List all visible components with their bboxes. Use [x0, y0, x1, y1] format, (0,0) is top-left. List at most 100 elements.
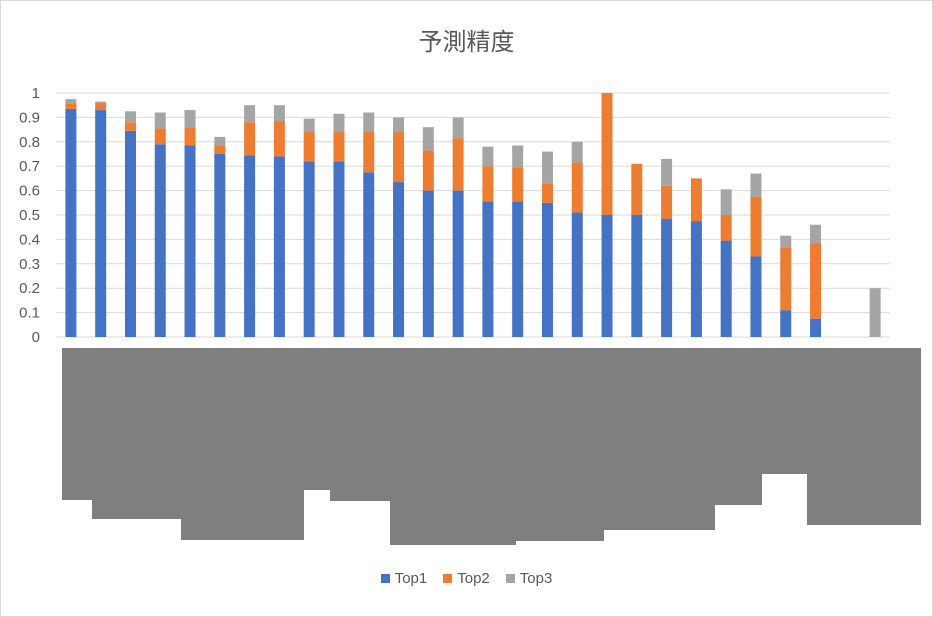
chart-title: 予測精度 — [418, 28, 515, 56]
bar-top3 — [780, 235, 792, 248]
legend-item-top1: Top1 — [380, 570, 428, 587]
x-axis-labels-redacted — [62, 348, 921, 545]
bar-top3 — [750, 173, 762, 197]
bar-top1 — [452, 190, 464, 337]
bar-top1 — [333, 161, 345, 337]
bar-top1 — [273, 156, 285, 337]
bar-top2 — [95, 102, 107, 111]
bar-top2 — [482, 166, 494, 202]
bar-top2 — [184, 127, 196, 146]
bar-top1 — [512, 201, 524, 337]
y-tick-label: 0.3 — [19, 256, 40, 273]
y-tick-label: 0.8 — [19, 134, 40, 151]
bar-top1 — [363, 172, 375, 337]
bar-top3 — [154, 112, 166, 129]
bar-top1 — [95, 110, 107, 337]
bar-top3 — [214, 136, 226, 146]
bar-top1 — [124, 130, 136, 337]
bar-top2 — [363, 132, 375, 173]
bar-top2 — [810, 243, 822, 319]
bar-top2 — [422, 150, 434, 191]
y-tick-label: 0.4 — [19, 231, 40, 248]
bar-top1 — [154, 144, 166, 337]
bar-top1 — [780, 310, 792, 337]
bar-top1 — [690, 221, 702, 337]
y-axis-ticks: 0 0.1 0.2 0.3 0.4 0.5 0.6 0.7 0.8 0.9 1 — [19, 85, 40, 346]
bar-top2 — [690, 178, 702, 222]
bar-top2 — [273, 121, 285, 157]
y-tick-label: 0.7 — [19, 158, 40, 175]
bar-top2 — [393, 132, 405, 183]
bar-top3 — [482, 146, 494, 167]
bar-top3 — [303, 118, 315, 133]
bar-top3 — [810, 224, 822, 244]
bar-top3 — [720, 189, 732, 215]
y-tick-label: 1 — [32, 85, 40, 102]
bar-top1 — [571, 212, 583, 337]
legend-swatch-top3 — [505, 574, 515, 583]
bar-top2 — [661, 185, 673, 219]
bar-top1 — [422, 190, 434, 337]
bar-top1 — [244, 155, 256, 337]
bar-top2 — [452, 138, 464, 191]
bar-top3 — [184, 110, 196, 128]
legend-swatch-top2 — [443, 574, 453, 583]
bar-top1 — [750, 256, 762, 337]
bar-top2 — [750, 196, 762, 257]
bar-top2 — [631, 163, 643, 215]
y-tick-label: 0.1 — [19, 305, 40, 322]
bar-top1 — [482, 201, 494, 337]
y-tick-label: 0.2 — [19, 280, 40, 297]
bar-top1 — [720, 240, 732, 337]
bar-top1 — [631, 215, 643, 337]
bar-top3 — [393, 117, 405, 133]
bar-top2 — [512, 167, 524, 202]
bar-top1 — [810, 318, 822, 337]
bar-top1 — [65, 108, 77, 337]
y-tick-label: 0.6 — [19, 183, 40, 200]
bar-top1 — [303, 161, 315, 337]
bar-top3 — [869, 288, 881, 337]
legend-label-top2: Top2 — [457, 570, 490, 587]
y-tick-label: 0.9 — [19, 109, 40, 126]
bar-top2 — [541, 183, 553, 203]
bar-top2 — [244, 122, 256, 156]
bar-top1 — [601, 215, 613, 337]
bar-top1 — [214, 154, 226, 337]
bar-top1 — [184, 145, 196, 337]
bar-top2 — [780, 247, 792, 311]
bar-top2 — [720, 215, 732, 241]
bar-top1 — [393, 182, 405, 337]
bar-top3 — [124, 111, 136, 123]
bar-top2 — [333, 132, 345, 162]
bar-top3 — [571, 141, 583, 163]
bar-top3 — [422, 127, 434, 151]
bar-top1 — [541, 202, 553, 337]
legend-label-top1: Top1 — [394, 570, 428, 587]
legend-item-top3: Top3 — [505, 570, 553, 587]
legend-label-top3: Top3 — [519, 570, 553, 587]
bar-top2 — [601, 93, 613, 215]
bar-top1 — [661, 218, 673, 337]
bar-top2 — [571, 162, 583, 213]
legend-item-top2: Top2 — [443, 570, 490, 587]
bar-top3 — [244, 105, 256, 123]
bar-top3 — [95, 101, 107, 103]
bar-top2 — [303, 132, 315, 162]
legend: Top1 Top2 Top3 — [0, 570, 933, 587]
bar-top2 — [154, 128, 166, 145]
bar-top3 — [333, 113, 345, 133]
y-tick-label: 0.5 — [19, 207, 40, 224]
redaction-block — [62, 348, 921, 545]
bar-top2 — [214, 145, 226, 154]
bar-top3 — [363, 112, 375, 133]
bar-top3 — [661, 158, 673, 186]
bar-top3 — [452, 117, 464, 139]
bar-top3 — [541, 151, 553, 184]
bar-top3 — [512, 145, 524, 168]
bars — [65, 93, 881, 337]
gridlines — [56, 92, 890, 338]
legend-swatch-top1 — [380, 574, 390, 583]
y-tick-label: 0 — [32, 329, 40, 346]
